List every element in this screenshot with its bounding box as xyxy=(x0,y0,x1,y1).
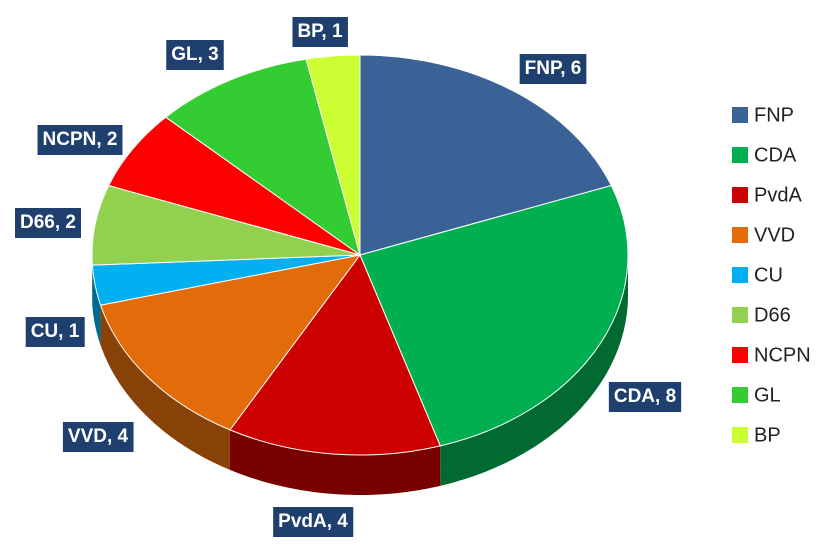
pie-slice xyxy=(305,54,361,256)
data-label-text: PvdA, 4 xyxy=(278,511,348,532)
pie-slice xyxy=(359,54,613,256)
pie-side xyxy=(440,255,628,486)
data-label-box xyxy=(166,40,224,70)
data-label: PvdA, 4 xyxy=(273,507,354,537)
legend-label: CDA xyxy=(754,144,797,166)
data-label-text: CDA, 8 xyxy=(614,386,676,407)
pie-side xyxy=(100,305,230,470)
data-label-text: GL, 3 xyxy=(171,44,219,65)
pie-side xyxy=(229,429,441,495)
legend-label: CU xyxy=(754,264,783,286)
data-label: FNP, 6 xyxy=(519,54,587,84)
legend-swatch xyxy=(732,347,748,363)
data-label: CU, 1 xyxy=(25,317,85,347)
legend-label: NCPN xyxy=(754,344,811,366)
data-label: D66, 2 xyxy=(15,208,81,238)
legend-label: VVD xyxy=(754,224,795,246)
data-label-text: FNP, 6 xyxy=(525,58,582,79)
pie-slice xyxy=(99,254,362,431)
pie-slice xyxy=(359,184,629,447)
data-label-box xyxy=(608,382,682,412)
data-label-text: VVD, 4 xyxy=(68,426,129,447)
data-label-text: NCPN, 2 xyxy=(43,129,118,150)
legend-swatch xyxy=(732,427,748,443)
data-label-box xyxy=(62,422,134,452)
data-label-box xyxy=(15,208,81,238)
data-label-text: BP, 1 xyxy=(297,21,343,42)
data-label: GL, 3 xyxy=(166,40,224,70)
pie-sides xyxy=(92,255,628,495)
legend-label: D66 xyxy=(754,304,791,326)
legend-swatch xyxy=(732,227,748,243)
legend-swatch xyxy=(732,187,748,203)
legend-swatch xyxy=(732,107,748,123)
pie-side xyxy=(92,265,101,346)
data-label-box xyxy=(37,125,123,155)
legend-swatch xyxy=(732,307,748,323)
data-label-box xyxy=(519,54,587,84)
legend-swatch xyxy=(732,147,748,163)
legend-label: FNP xyxy=(754,104,794,126)
data-label-text: CU, 1 xyxy=(31,321,80,342)
data-label-text: D66, 2 xyxy=(20,212,76,233)
legend-swatch xyxy=(732,267,748,283)
pie-slice xyxy=(229,253,441,456)
data-label: BP, 1 xyxy=(292,17,348,47)
pie-slice xyxy=(164,58,361,257)
data-label-box xyxy=(25,317,85,347)
data-label: NCPN, 2 xyxy=(37,125,123,155)
legend-label: BP xyxy=(754,424,781,446)
legend-label: PvdA xyxy=(754,184,802,206)
legend-swatch xyxy=(732,387,748,403)
legend-label: GL xyxy=(754,384,781,406)
data-label: VVD, 4 xyxy=(62,422,134,452)
data-label-box xyxy=(273,507,354,537)
data-label-box xyxy=(292,17,348,47)
data-label: CDA, 8 xyxy=(608,382,682,412)
